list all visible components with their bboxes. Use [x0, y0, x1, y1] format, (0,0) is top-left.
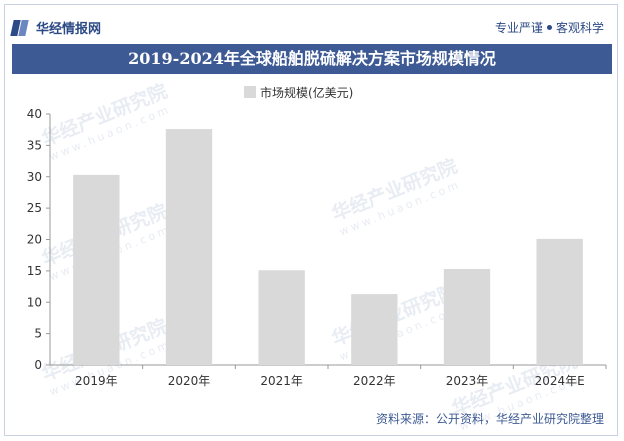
y-tick-label: 20 — [27, 233, 42, 247]
slogan-left: 专业严谨 — [494, 21, 543, 35]
brand-name: 华经情报网 — [36, 22, 102, 37]
y-tick-label: 30 — [27, 170, 42, 184]
legend-swatch — [244, 86, 256, 98]
bars — [73, 129, 583, 365]
x-tick-label: 2023年 — [446, 374, 489, 388]
x-tick-label: 2019年 — [75, 374, 118, 388]
bar — [536, 238, 583, 365]
chart-title: 2019-2024年全球船舶脱硫解决方案市场规模情况 — [128, 49, 496, 68]
legend: 市场规模(亿美元) — [244, 85, 353, 100]
slogan: 专业严谨 客观科学 — [495, 19, 604, 36]
x-tick-label: 2021年 — [260, 374, 303, 388]
chart-frame — [4, 4, 618, 436]
bar — [73, 174, 120, 365]
legend-label: 市场规模(亿美元) — [260, 85, 353, 100]
source-note: 资料来源：公开资料，华经产业研究院整理 — [375, 412, 604, 426]
title-bar: 2019-2024年全球船舶脱硫解决方案市场规模情况 — [12, 44, 612, 74]
y-tick-label: 10 — [27, 295, 42, 309]
y-tick-label: 5 — [34, 327, 42, 341]
x-tick-label: 2022年 — [353, 374, 396, 388]
y-tick-label: 35 — [27, 138, 42, 152]
header: 华经情报网 专业严谨 客观科学 — [10, 16, 612, 40]
bar — [443, 268, 491, 365]
brand[interactable]: 华经情报网 — [10, 18, 102, 37]
y-tick-label: 0 — [34, 358, 42, 372]
slogan-right: 客观科学 — [555, 21, 604, 35]
bar — [165, 129, 213, 365]
axes: 0 5 10 15 20 25 30 35 40 2019年 2020年 2021年 2022年 2023… — [27, 107, 607, 388]
bar — [258, 270, 305, 365]
slogan-dot-icon — [546, 25, 552, 30]
y-tick-label: 40 — [27, 107, 42, 121]
x-tick-label: 2024年E — [535, 374, 585, 388]
y-tick-label: 15 — [27, 264, 42, 278]
bar — [351, 294, 398, 365]
y-tick-label: 25 — [27, 201, 42, 215]
x-tick-label: 2020年 — [168, 374, 211, 388]
